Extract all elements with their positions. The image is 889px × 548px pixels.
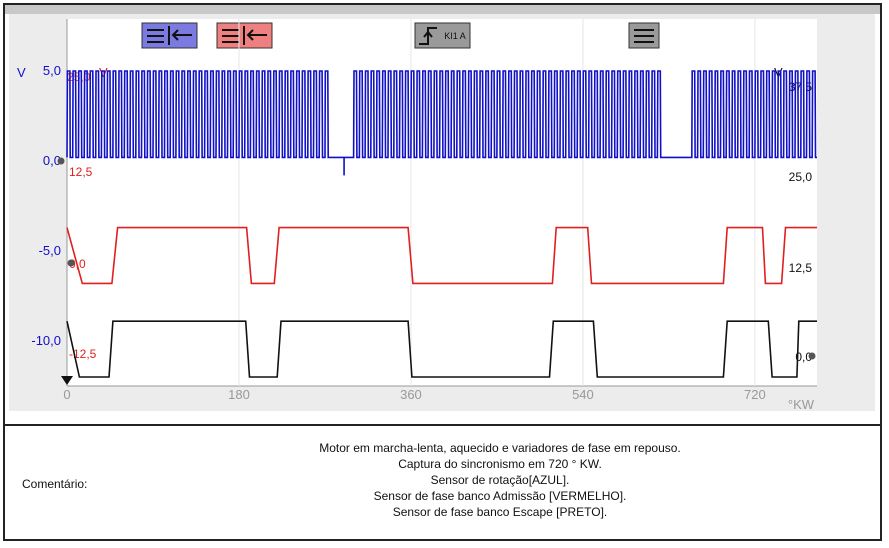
x-tick-label: 360 <box>400 387 422 402</box>
red-scale-label: -12,5 <box>69 347 97 361</box>
left-tick-label: 0,0 <box>43 153 61 168</box>
oscilloscope-panel: KI1 A V V V 25,0 °KW 0 180 360 540 720 5,0 0,… <box>9 14 875 411</box>
trigger-edge-icon <box>419 27 437 45</box>
red-scale-unit: V <box>99 65 108 80</box>
left-tick-label: 5,0 <box>43 63 61 78</box>
black-channel-button[interactable] <box>628 22 660 49</box>
lines-arrow-left-icon <box>222 26 267 45</box>
comment-line: Motor em marcha-lenta, aquecido e variad… <box>319 441 681 455</box>
black-ground-marker[interactable] <box>808 352 816 360</box>
comment-text: Motor em marcha-lenta, aquecido e variad… <box>230 440 770 520</box>
report-frame <box>3 3 882 541</box>
right-tick-label: 12,5 <box>789 261 813 275</box>
x-tick-label: 0 <box>63 387 70 402</box>
trigger-label: KI1 A <box>444 31 466 41</box>
top-strip <box>5 5 880 14</box>
oscilloscope-chart: KI1 A V V V 25,0 °KW 0 180 360 540 720 5,00,… <box>17 19 817 411</box>
red-ground-marker[interactable] <box>67 259 75 267</box>
trigger-button[interactable]: KI1 A <box>414 22 471 49</box>
lines-icon <box>634 29 654 43</box>
blue-ground-marker[interactable] <box>57 157 65 165</box>
comment-line: Sensor de fase banco Admissão [VERMELHO]… <box>373 489 627 503</box>
comment-line: Sensor de rotação[AZUL]. <box>430 473 570 487</box>
series-line-1 <box>66 70 817 159</box>
series-line-3 <box>66 320 817 378</box>
x-axis-label: °KW <box>788 397 815 411</box>
right-tick-label: 25,0 <box>789 170 813 184</box>
x-tick-label: 720 <box>744 387 766 402</box>
series-line-2 <box>66 226 817 285</box>
left-axis-unit: V <box>17 65 26 80</box>
red-scale-label: 12,5 <box>69 165 93 179</box>
comment-line: Captura do sincronismo em 720 ° KW. <box>398 457 602 471</box>
right-tick-label: 0,0 <box>795 350 812 364</box>
left-tick-label: -10,0 <box>31 333 61 348</box>
blue-channel-zoom-button[interactable] <box>141 22 198 49</box>
lines-arrow-left-icon <box>147 26 192 45</box>
x-tick-label: 180 <box>228 387 250 402</box>
left-tick-label: -5,0 <box>39 243 61 258</box>
trigger-marker[interactable] <box>61 376 73 385</box>
red-channel-zoom-button[interactable] <box>216 22 273 49</box>
x-tick-label: 540 <box>572 387 594 402</box>
section-divider <box>5 424 881 426</box>
comment-line: Sensor de fase banco Escape [PRETO]. <box>392 505 608 519</box>
comment-label: Comentário: <box>22 477 88 491</box>
